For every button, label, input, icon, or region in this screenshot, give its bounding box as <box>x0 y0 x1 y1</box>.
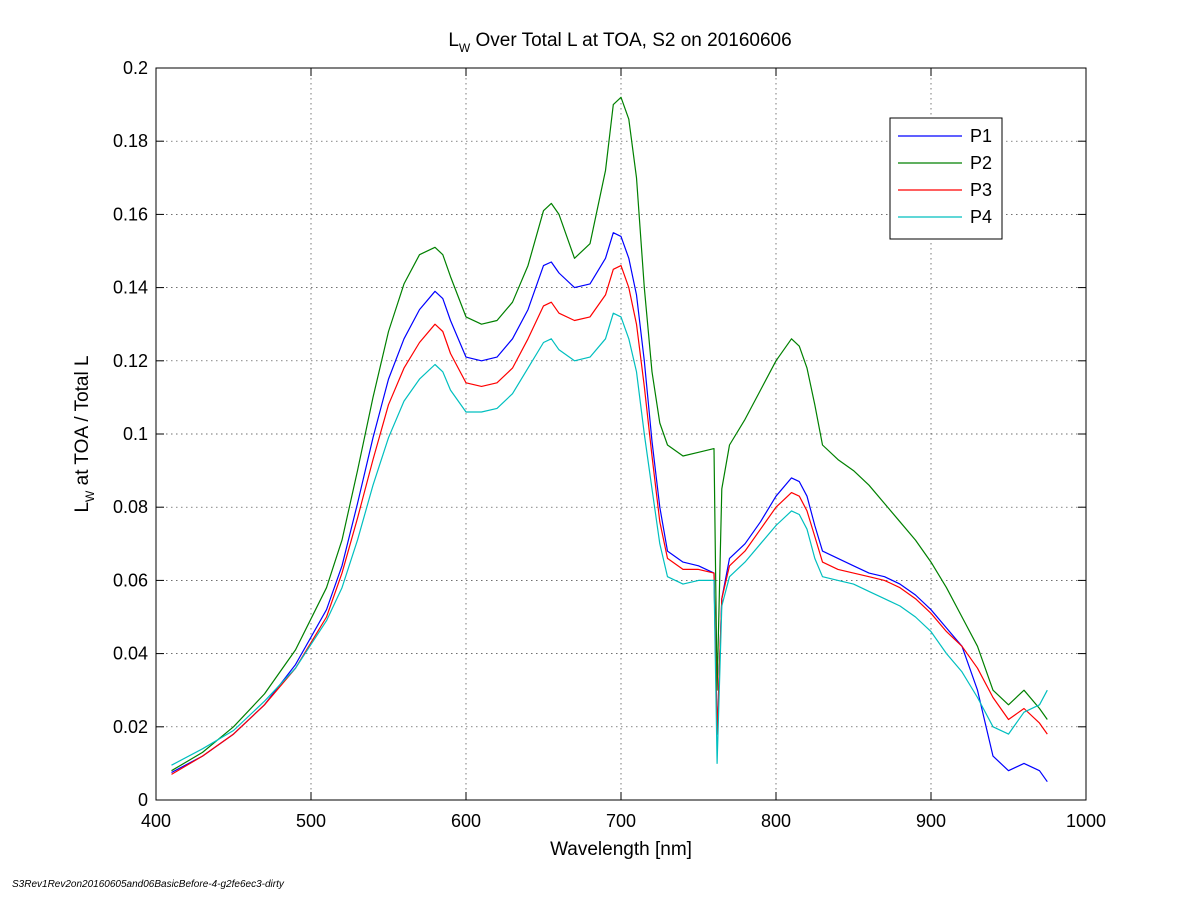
grid-lines <box>156 68 1086 800</box>
x-tick-label: 400 <box>141 811 171 831</box>
y-tick-label: 0.2 <box>123 58 148 78</box>
y-axis-label-subscript: W <box>83 490 97 502</box>
chart-title-symbol: L <box>448 30 459 51</box>
axis-ticks: 400 500 600 700 800 900 1000 0 0.02 0.04 0.06 0.08 0… <box>113 58 1106 831</box>
x-tick-label: 700 <box>606 811 636 831</box>
y-tick-label: 0.1 <box>123 424 148 444</box>
series-line-p4 <box>171 312 1048 766</box>
x-tick-label: 800 <box>761 811 791 831</box>
x-tick-label: 900 <box>916 811 946 831</box>
x-tick-label: 600 <box>451 811 481 831</box>
plot-series <box>171 96 1048 783</box>
x-axis-label: Wavelength [nm] <box>550 839 692 860</box>
y-tick-label: 0.04 <box>113 644 148 664</box>
legend-label-p3: P3 <box>970 180 992 200</box>
y-tick-label: 0.14 <box>113 278 148 298</box>
legend: P1 P2 P3 P4 <box>889 117 1003 240</box>
y-axis-label-symbol: L <box>72 502 93 513</box>
x-tick-label: 500 <box>296 811 326 831</box>
chart-title-rest: Over Total L at TOA, S2 on 20160606 <box>470 30 791 51</box>
y-tick-label: 0.08 <box>113 497 148 517</box>
y-tick-label: 0.12 <box>113 351 148 371</box>
y-tick-label: 0.18 <box>113 131 148 151</box>
series-line-p3 <box>171 265 1048 775</box>
chart-title: LW Over Total L at TOA, S2 on 20160606 <box>448 30 791 55</box>
y-tick-label: 0.06 <box>113 570 148 590</box>
y-axis-label-rest: at TOA / Total L <box>72 355 93 490</box>
x-tick-label: 1000 <box>1066 811 1106 831</box>
y-tick-label: 0.02 <box>113 717 148 737</box>
series-line-p2 <box>171 96 1048 772</box>
legend-box <box>889 117 1003 240</box>
legend-label-p2: P2 <box>970 153 992 173</box>
series-line-p1 <box>171 232 1048 783</box>
legend-label-p4: P4 <box>970 207 992 227</box>
legend-label-p1: P1 <box>970 126 992 146</box>
y-tick-label: 0 <box>138 790 148 810</box>
y-axis-label: LW at TOA / Total L <box>72 355 97 512</box>
y-tick-label: 0.16 <box>113 204 148 224</box>
chart-title-subscript: W <box>459 41 471 55</box>
footer-version-label: S3Rev1Rev2on20160605and06BasicBefore-4-g… <box>12 879 285 890</box>
